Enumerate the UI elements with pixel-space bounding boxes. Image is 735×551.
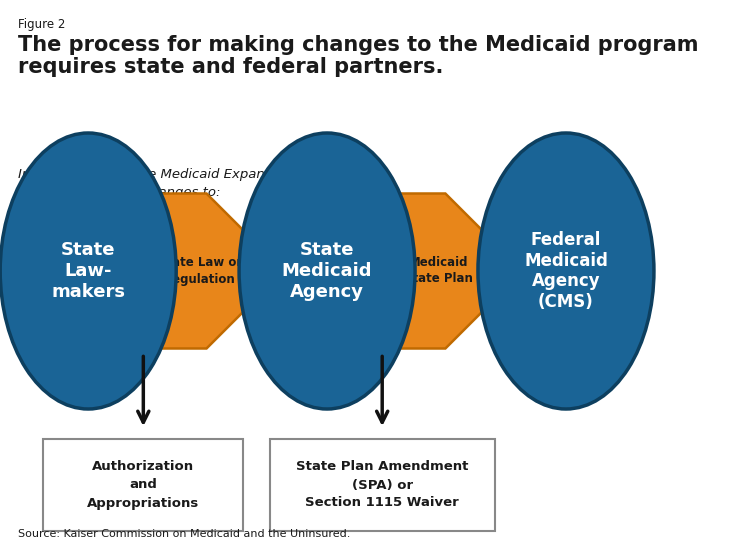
- Text: State
Medicaid
Agency: State Medicaid Agency: [282, 241, 373, 301]
- Polygon shape: [371, 193, 523, 348]
- Text: FAMILY: FAMILY: [659, 520, 697, 530]
- FancyBboxPatch shape: [270, 439, 495, 531]
- Text: The process for making changes to the Medicaid program
requires state and federa: The process for making changes to the Me…: [18, 35, 698, 77]
- Text: Figure 2: Figure 2: [18, 18, 65, 31]
- Ellipse shape: [0, 133, 176, 409]
- Ellipse shape: [239, 133, 415, 409]
- Text: Source: Kaiser Commission on Medicaid and the Uninsured.: Source: Kaiser Commission on Medicaid an…: [18, 529, 351, 539]
- Text: Federal
Medicaid
Agency
(CMS): Federal Medicaid Agency (CMS): [524, 231, 608, 311]
- Ellipse shape: [478, 133, 654, 409]
- Polygon shape: [132, 193, 284, 348]
- Text: Authorization
and
Appropriations: Authorization and Appropriations: [87, 461, 199, 510]
- Text: State Plan Amendment
(SPA) or
Section 1115 Waiver: State Plan Amendment (SPA) or Section 11…: [296, 461, 468, 510]
- Text: THE HENRY J.: THE HENRY J.: [656, 491, 700, 496]
- FancyBboxPatch shape: [43, 439, 243, 531]
- Text: FOUNDATION: FOUNDATION: [656, 536, 699, 541]
- Text: State Law or
Regulation: State Law or Regulation: [157, 257, 242, 285]
- Text: In order to adopt the Medicaid Expansion,
States must make changes to:: In order to adopt the Medicaid Expansion…: [18, 168, 296, 199]
- Text: State
Law-
makers: State Law- makers: [51, 241, 125, 301]
- Text: Medicaid
State Plan: Medicaid State Plan: [404, 257, 473, 285]
- Text: KAISER: KAISER: [650, 503, 705, 516]
